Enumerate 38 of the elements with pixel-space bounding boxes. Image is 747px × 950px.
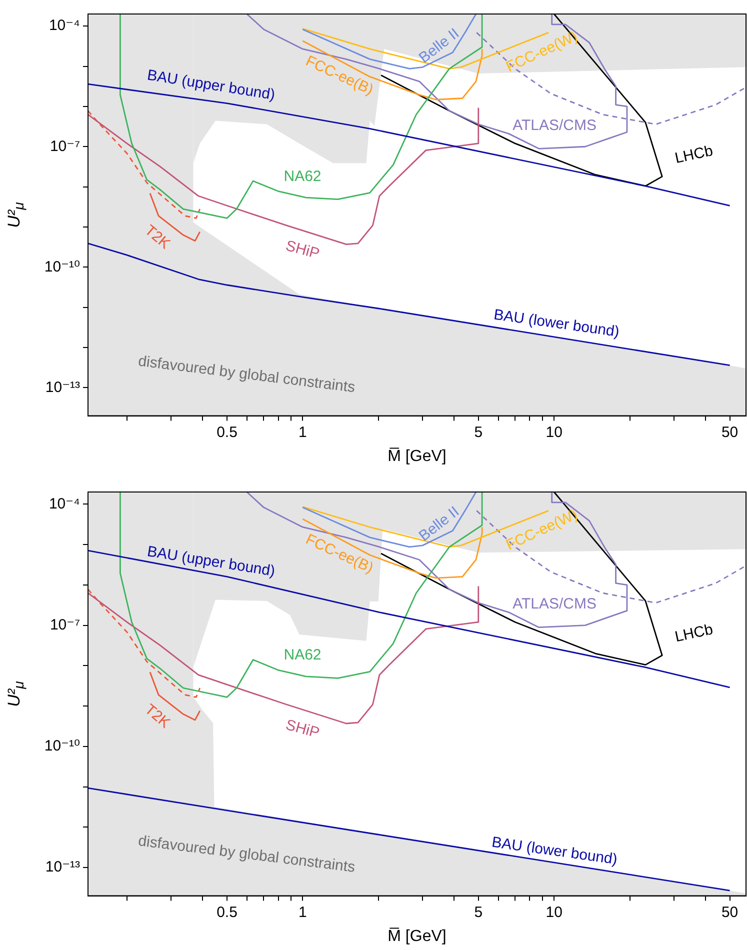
series-label: NA62: [284, 168, 322, 185]
x-tick-label: 5: [474, 424, 483, 441]
series-label: ATLAS/CMS: [512, 595, 596, 612]
text: BAU (lower bound): [492, 306, 620, 341]
annotation: disfavoured by global constraints: [137, 832, 356, 876]
x-tick-label: 50: [721, 424, 738, 441]
y-tick-label: 10⁻¹³: [45, 858, 80, 876]
text: SHiP: [284, 716, 322, 742]
series-label: NA62: [284, 646, 322, 664]
x-tick-label: 10: [546, 904, 562, 921]
annotation: disfavoured by global constraints: [137, 352, 356, 396]
x-axis-title: M̅ [GeV]: [388, 926, 446, 945]
text: Belle II: [416, 25, 462, 67]
y-tick-label: 10⁻⁷: [50, 616, 80, 634]
text: T2K: [141, 700, 174, 732]
x-tick-label: 1: [298, 424, 307, 441]
text: Belle II: [416, 503, 462, 545]
text: BAU (lower bound): [490, 834, 618, 868]
text: T2K: [141, 222, 174, 252]
x-tick-label: 50: [721, 904, 738, 921]
y-tick-label: 10⁻¹⁰: [44, 258, 80, 276]
x-tick-label: 5: [474, 904, 483, 921]
text: SHiP: [284, 237, 322, 263]
series-label: ATLAS/CMS: [512, 116, 596, 134]
x-tick-label: 1: [298, 904, 307, 921]
y-tick-label: 10⁻⁴: [48, 17, 80, 34]
text: BAU (upper bound): [146, 66, 276, 104]
y-tick-label: 10⁻¹⁰: [44, 738, 80, 755]
y-tick-label: 10⁻¹³: [45, 378, 80, 396]
text: LHCb: [673, 621, 714, 646]
x-tick-label: 0.5: [216, 904, 238, 921]
y-tick-label: 10⁻⁷: [50, 138, 80, 155]
x-axis-title: M̅ [GeV]: [388, 446, 446, 465]
y-tick-label: 10⁻⁴: [48, 495, 80, 512]
x-tick-label: 10: [546, 424, 562, 441]
text: LHCb: [673, 142, 714, 167]
x-tick-label: 0.5: [216, 424, 238, 441]
text: BAU (upper bound): [146, 542, 276, 580]
